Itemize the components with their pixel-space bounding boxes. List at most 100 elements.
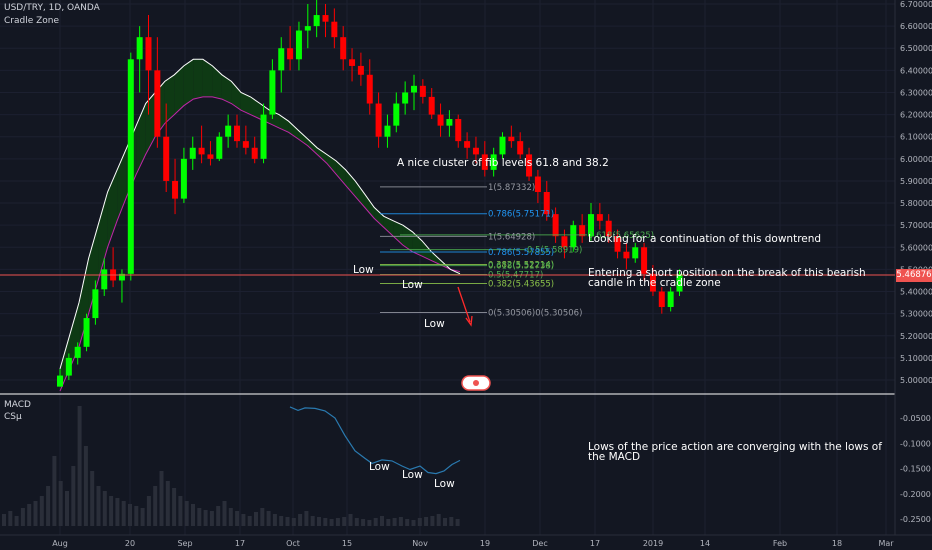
volume-bar: [449, 517, 454, 526]
time-tick-label: 19: [480, 539, 490, 548]
candle-body: [225, 125, 232, 137]
candle-body: [393, 103, 400, 126]
cradle-segment: [193, 59, 203, 100]
fib-label: 0.382(5.52214): [488, 261, 554, 271]
fib-label: 0.5(5.58919): [527, 246, 582, 256]
price-tick-label: 5.40000: [900, 288, 932, 297]
time-tick-label: Nov: [412, 539, 428, 548]
time-tick-label: Oct: [286, 539, 300, 548]
cradle-segment: [288, 121, 299, 139]
price-tick-label: 6.00000: [900, 155, 932, 164]
cradle-segment: [298, 130, 308, 146]
candle-body: [658, 291, 665, 308]
candle-body: [83, 318, 90, 347]
candle-body: [676, 273, 683, 292]
candle-body: [180, 158, 187, 199]
candle-body: [419, 85, 426, 97]
candle-body: [127, 59, 134, 274]
volume-bar: [128, 504, 132, 526]
volume-bar: [65, 491, 69, 526]
volume-bar: [254, 512, 258, 526]
macd-note-line-2: the MACD: [588, 451, 641, 463]
candle-body: [667, 291, 674, 308]
candle-body: [508, 136, 515, 142]
candle-body: [526, 154, 533, 177]
fib-label: 0.618(5.51738): [488, 262, 554, 272]
candle-body: [472, 147, 479, 155]
cradle-segment: [307, 138, 318, 155]
volume-bar: [58, 481, 63, 526]
volume-bar: [310, 516, 315, 526]
candle-body: [446, 119, 453, 126]
volume-bar: [386, 519, 391, 526]
candle-body: [375, 103, 382, 137]
candle-body: [641, 247, 648, 274]
macd-subtitle[interactable]: CSμ: [4, 412, 22, 422]
fib-label: 1(5.87332): [488, 183, 535, 193]
time-tick-label: 2019: [643, 539, 663, 548]
candle-body: [605, 220, 612, 237]
cradle-segment: [336, 161, 346, 186]
cradle-segment: [345, 169, 356, 197]
candle-body: [481, 154, 488, 170]
candle-body: [614, 236, 621, 252]
volume-bar: [52, 456, 57, 526]
replay-icon[interactable]: [461, 375, 491, 391]
cradle-segment: [326, 154, 337, 175]
indicator-name[interactable]: Cradle Zone: [4, 16, 60, 26]
candle-body: [154, 70, 161, 137]
cradle-segment: [364, 194, 375, 219]
cradle-segment: [79, 258, 89, 347]
time-axis[interactable]: Aug 20 Sep 17 Oct 15 Nov 19 Dec 17 2019 14 Feb 18 Mar: [52, 539, 894, 548]
price-tick-label: 5.70000: [900, 221, 932, 230]
candle-body: [145, 37, 152, 71]
price-tick-label: 5.10000: [900, 354, 932, 363]
candle-body: [632, 247, 639, 259]
volume-bar: [348, 514, 353, 526]
price-low-label: Low: [402, 279, 423, 291]
price-tick-label: 6.50000: [900, 44, 932, 53]
time-tick-label: 18: [832, 539, 842, 548]
volume-bar: [20, 508, 25, 526]
volume-bar: [153, 486, 158, 526]
volume-bar: [39, 496, 44, 526]
volume-bar: [235, 511, 240, 526]
volume-bar: [260, 508, 265, 526]
volume-bar: [304, 511, 309, 526]
price-tick-label: 5.00000: [900, 376, 932, 385]
candle-body: [92, 289, 99, 319]
cradle-segment: [383, 216, 394, 237]
time-tick-label: Mar: [878, 539, 894, 548]
candle-body: [437, 114, 444, 126]
continuation-note: Looking for a continuation of this downt…: [588, 233, 822, 245]
cradle-segment: [231, 81, 241, 111]
cradle-segment: [174, 65, 184, 115]
candles: [57, 0, 683, 387]
volume-bar: [109, 496, 114, 526]
candle-body: [163, 136, 170, 181]
volume-bar: [367, 520, 372, 526]
candle-body: [490, 154, 497, 170]
symbol-title[interactable]: USD/TRY, 1D, OANDA: [4, 3, 100, 13]
volume-bar: [323, 518, 328, 526]
candle-body: [57, 375, 63, 387]
volume-bar: [430, 516, 435, 526]
macd-title[interactable]: MACD: [4, 400, 31, 410]
price-tick-label: 6.10000: [900, 133, 932, 142]
macd-tick-label: -0.1000: [900, 439, 931, 448]
candle-body: [464, 141, 471, 148]
volume-bar: [247, 516, 252, 526]
candle-body: [242, 141, 249, 148]
candle-body: [552, 214, 559, 237]
volume-bar: [266, 511, 271, 526]
macd-tick-label: -0.2000: [900, 490, 931, 499]
cradle-segment: [402, 225, 413, 252]
volume-bar: [398, 517, 403, 526]
macd-axis[interactable]: -0.0500 -0.1000 -0.1500 -0.2000 -0.2500: [900, 414, 931, 524]
volume-bar: [197, 508, 202, 526]
volume-bar: [424, 517, 429, 526]
volume-bar: [121, 501, 126, 526]
time-tick-label: 14: [700, 539, 710, 548]
volume-bar: [90, 471, 95, 526]
